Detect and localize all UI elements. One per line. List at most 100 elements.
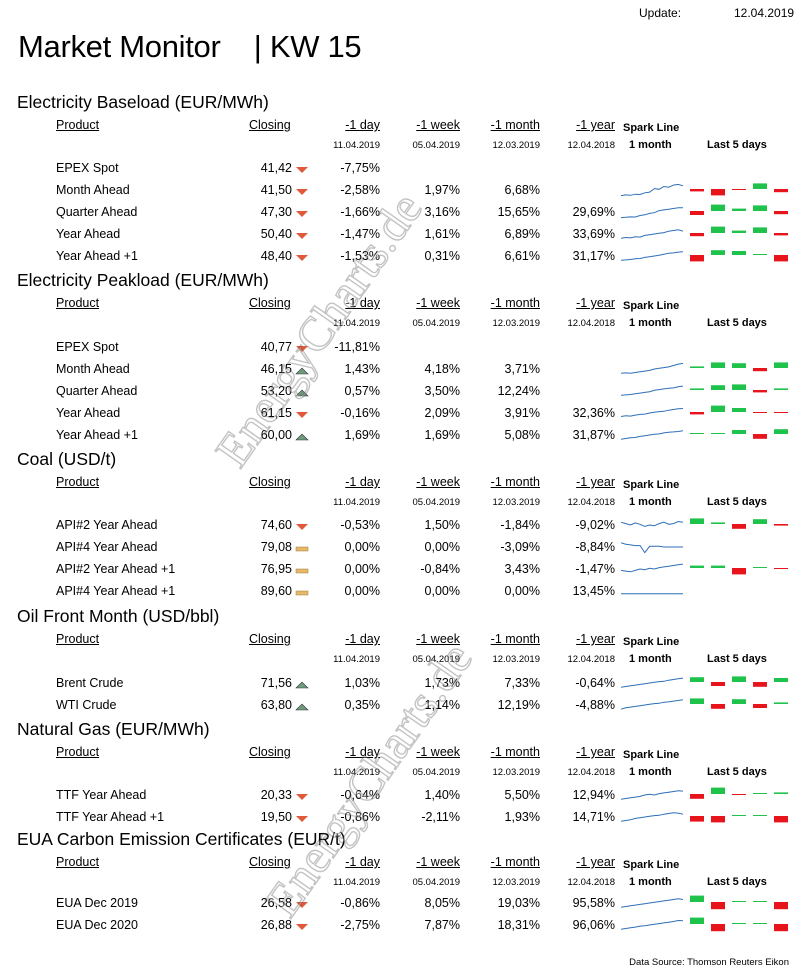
trend-down-icon (296, 346, 308, 352)
product-name: Year Ahead (56, 227, 121, 241)
change-y1: 29,69% (572, 205, 615, 219)
product-name: Quarter Ahead (56, 384, 138, 398)
trend-down-icon (296, 524, 308, 530)
change-d1: -0,16% (340, 406, 380, 420)
trend-flat-icon (295, 568, 309, 574)
change-m1: -3,09% (500, 540, 540, 554)
day-change-bar (690, 211, 704, 215)
change-m1: 15,65% (497, 205, 540, 219)
change-d1: -1,53% (340, 249, 380, 263)
last-5-days-bars (690, 226, 788, 237)
trend-up-icon (295, 681, 309, 689)
spark-line-path (620, 898, 684, 908)
data-source: Data Source: Thomson Reuters Eikon (629, 957, 789, 968)
day-change-bar (774, 524, 788, 526)
change-d1: -2,58% (340, 183, 380, 197)
reference-date: 05.04.2019 (412, 877, 460, 888)
closing-value: 19,50 (260, 810, 292, 824)
last-5-days-bars (690, 815, 788, 823)
product-name: Year Ahead +1 (56, 249, 138, 263)
day-change-bar (732, 568, 746, 575)
spark-line-path (620, 699, 684, 710)
day-change-bar (732, 430, 746, 434)
change-m1: 18,31% (497, 918, 540, 932)
reference-date: 12.04.2018 (567, 654, 615, 665)
day-change-bar (774, 211, 788, 215)
closing-value: 71,56 (260, 676, 292, 690)
last-5-days-bars (690, 698, 788, 709)
change-w1: 2,09% (424, 406, 460, 420)
section-title: Coal (USD/t) (17, 449, 117, 469)
change-m1: 7,33% (504, 676, 540, 690)
closing-value: 47,30 (260, 205, 292, 219)
trend-down-icon (296, 924, 308, 930)
change-d1: 1,69% (344, 428, 380, 442)
day-change-bar (753, 434, 767, 439)
change-d1: -2,75% (340, 918, 380, 932)
column-header-product: Product (56, 855, 100, 869)
trend-down-icon (296, 902, 308, 908)
change-w1: 0,00% (424, 584, 460, 598)
closing-value: 61,15 (260, 406, 292, 420)
trend-flat-icon (295, 568, 309, 574)
day-change-bar (690, 518, 704, 524)
day-change-bar (774, 792, 788, 794)
trend-down-icon (296, 167, 308, 173)
change-y1: -9,02% (575, 518, 615, 532)
product-name: EUA Dec 2019 (56, 896, 138, 910)
spark-line (620, 362, 684, 374)
column-header-1week: -1 week (416, 855, 460, 869)
closing-value: 63,80 (260, 698, 292, 712)
change-y1: -0,64% (575, 676, 615, 690)
last5-header: Last 5 days (707, 496, 767, 508)
column-header-1day: -1 day (345, 855, 380, 869)
column-header-1year: -1 year (576, 118, 615, 132)
spark-line-header: Spark Line (623, 300, 680, 312)
closing-value: 48,40 (260, 249, 292, 263)
last-5-days-bars (690, 384, 788, 393)
last-5-days-bars (690, 362, 788, 372)
trend-down-icon (296, 211, 308, 217)
trend-down-icon (296, 412, 308, 418)
last-5-days-bars (690, 518, 788, 529)
day-change-bar (732, 408, 746, 412)
closing-value: 41,50 (260, 183, 292, 197)
day-change-bar (690, 895, 704, 902)
trend-down-icon (296, 902, 308, 908)
column-header-1day: -1 day (345, 475, 380, 489)
day-change-bar (711, 204, 725, 211)
trend-flat-icon (295, 590, 309, 596)
closing-value: 74,60 (260, 518, 292, 532)
spark-line-path (620, 229, 684, 239)
column-header-1year: -1 year (576, 855, 615, 869)
change-m1: 19,03% (497, 896, 540, 910)
day-change-bar (732, 208, 746, 211)
change-m1: 0,00% (504, 584, 540, 598)
spark-line-header: Spark Line (623, 859, 680, 871)
spark-line-path (620, 362, 684, 374)
change-w1: 1,73% (424, 676, 460, 690)
spark-line (620, 812, 684, 822)
last5-header: Last 5 days (707, 653, 767, 665)
reference-date: 12.03.2019 (492, 318, 540, 329)
spark-line (620, 919, 684, 930)
product-name: Year Ahead (56, 406, 121, 420)
day-change-bar (711, 902, 725, 910)
trend-up-icon (295, 433, 309, 441)
spark-line-path (620, 251, 684, 261)
reference-date: 05.04.2019 (412, 654, 460, 665)
day-change-bar (753, 682, 767, 687)
trend-up-icon (295, 367, 309, 375)
section-title: Electricity Baseload (EUR/MWh) (17, 92, 269, 112)
change-m1: 6,61% (504, 249, 540, 263)
change-m1: 3,91% (504, 406, 540, 420)
day-change-bar (711, 787, 725, 794)
spark-line-path (620, 207, 683, 219)
product-name: TTF Year Ahead (56, 788, 147, 802)
change-m1: 6,68% (504, 183, 540, 197)
day-change-bar (690, 565, 704, 568)
trend-down-icon (296, 167, 308, 173)
change-y1: 33,69% (572, 227, 615, 241)
trend-up-icon (295, 367, 309, 375)
last5-header: Last 5 days (707, 766, 767, 778)
